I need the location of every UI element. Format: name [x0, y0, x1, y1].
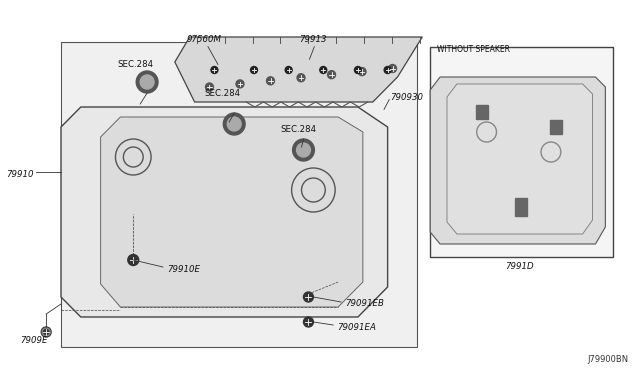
Polygon shape [100, 117, 363, 307]
Circle shape [223, 113, 245, 135]
Circle shape [136, 71, 158, 93]
Circle shape [303, 317, 314, 327]
Circle shape [388, 64, 397, 73]
Circle shape [140, 75, 154, 89]
Bar [476, 105, 488, 119]
Circle shape [358, 68, 366, 76]
Circle shape [227, 117, 241, 131]
Text: WITHOUT SPEAKER: WITHOUT SPEAKER [437, 45, 510, 54]
Text: SEC.284: SEC.284 [117, 60, 154, 69]
Circle shape [266, 77, 275, 85]
Circle shape [355, 67, 362, 74]
Text: 79910: 79910 [6, 170, 33, 179]
Circle shape [128, 254, 139, 266]
Circle shape [303, 292, 314, 302]
Text: 79913: 79913 [300, 35, 327, 44]
Bar [550, 120, 562, 134]
Text: 790930: 790930 [390, 93, 424, 102]
Text: 7991D: 7991D [505, 262, 534, 271]
Text: 97560M: 97560M [187, 35, 222, 44]
Circle shape [384, 67, 391, 74]
Circle shape [41, 327, 51, 337]
Polygon shape [175, 37, 422, 102]
Polygon shape [430, 77, 605, 244]
Circle shape [250, 67, 257, 74]
Text: 79910E: 79910E [167, 266, 200, 275]
Circle shape [211, 67, 218, 74]
Circle shape [296, 143, 310, 157]
Polygon shape [61, 107, 388, 317]
Circle shape [236, 80, 244, 88]
Bar [61, 42, 417, 347]
Circle shape [285, 67, 292, 74]
Circle shape [297, 74, 305, 82]
Circle shape [292, 139, 314, 161]
Circle shape [320, 67, 327, 74]
Text: 7909E: 7909E [20, 336, 48, 345]
Text: 79091EB: 79091EB [345, 299, 384, 308]
Circle shape [328, 71, 335, 78]
Bar [430, 47, 613, 257]
Polygon shape [447, 84, 593, 234]
Text: SEC.284: SEC.284 [280, 125, 317, 134]
Bar [515, 198, 527, 216]
Text: J79900BN: J79900BN [587, 355, 628, 364]
Circle shape [205, 83, 213, 91]
Text: 79091EA: 79091EA [337, 324, 376, 333]
Text: SEC.284: SEC.284 [204, 89, 241, 98]
